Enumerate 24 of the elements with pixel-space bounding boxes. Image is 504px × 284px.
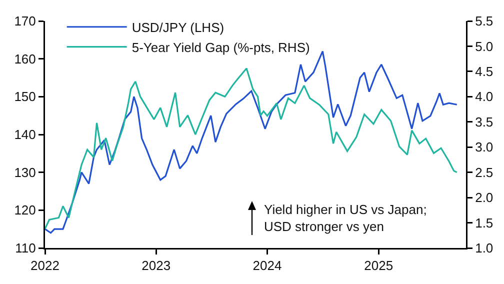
y2-tick-label: 5.0 [475,38,494,54]
y-tick-label: 110 [15,240,36,256]
y2-tick-label: 1.5 [475,215,494,230]
x-tick-label: 2023 [142,258,171,274]
y-tick-label: 160 [14,51,36,66]
legend-label: USD/JPY (LHS) [132,20,224,35]
y-tick-label: 130 [14,164,36,180]
y2-tick-label: 3.5 [475,114,494,130]
x-tick-label: 2022 [30,258,60,274]
x-tick-label: 2025 [364,258,394,274]
y2-tick-label: 4.0 [475,89,494,104]
x-tick-label: 2024 [252,258,282,274]
annotation: Yield higher in US vs Japan; USD stronger vs yen [264,202,427,234]
y2-tick-label: 3.0 [475,140,494,155]
y-tick-label: 150 [14,89,36,104]
y-tick-label: 140 [14,127,36,142]
y2-tick-label: 1.0 [475,240,494,256]
y2-tick-label: 2.5 [475,164,494,180]
y2-tick-label: 2.0 [475,190,494,206]
y-tick-label: 120 [14,202,36,218]
y2-tick-label: 4.5 [475,64,494,79]
legend-label: 5-Year Yield Gap (%-pts, RHS) [132,40,310,55]
y-tick-label: 170 [14,14,36,29]
y2-tick-label: 5.5 [475,14,494,29]
